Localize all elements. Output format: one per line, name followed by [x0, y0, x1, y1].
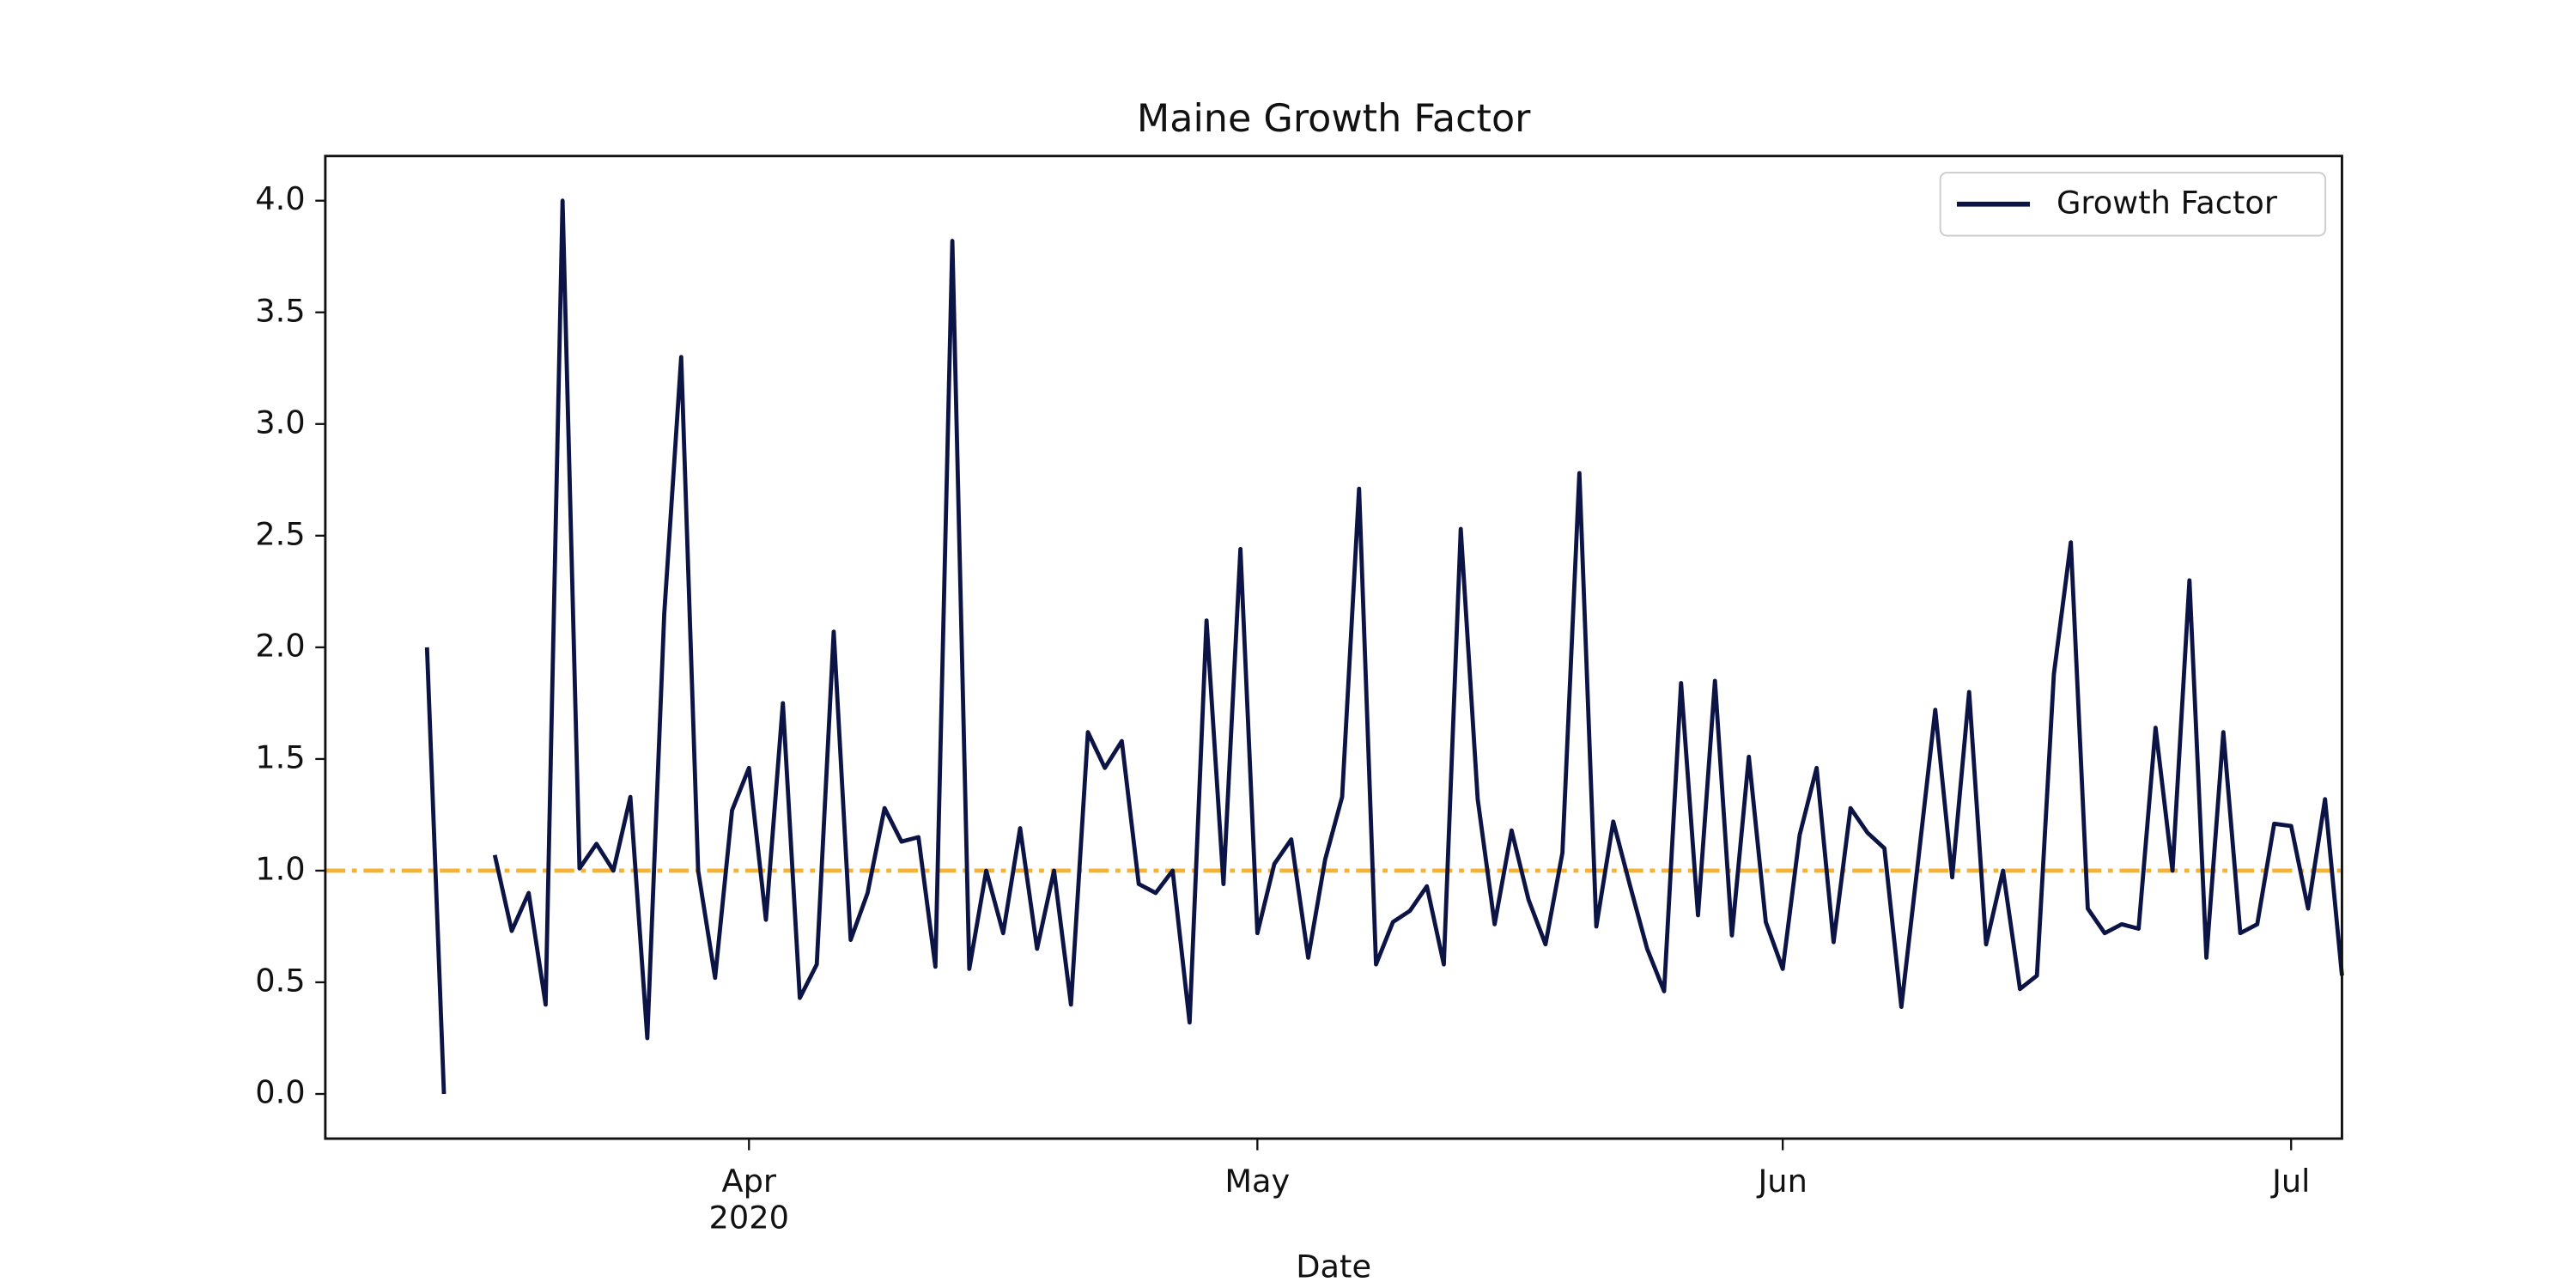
y-tick-label: 3.0 — [255, 404, 305, 440]
legend-label: Growth Factor — [2057, 184, 2278, 221]
y-tick-label: 0.0 — [255, 1074, 305, 1111]
y-tick-label: 1.5 — [255, 738, 305, 775]
x-tick-label: May — [1224, 1163, 1290, 1200]
data-line — [424, 198, 2344, 1095]
legend-box — [1939, 172, 2327, 237]
y-tick-label: 0.5 — [255, 962, 305, 999]
x-tick-label: Jul — [2270, 1163, 2310, 1200]
x-axis-label: Date — [1296, 1248, 1371, 1285]
x-tick-label: Apr 2020 — [709, 1163, 789, 1236]
y-tick-label: 4.0 — [255, 180, 305, 217]
y-tick-label: 2.0 — [255, 627, 305, 664]
y-tick-label: 1.0 — [255, 850, 305, 887]
chart-title: Maine Growth Factor — [1137, 97, 1531, 141]
plot-frame — [324, 155, 2343, 1140]
y-tick-label: 2.5 — [255, 515, 305, 552]
x-tick-label: Jun — [1756, 1163, 1807, 1200]
y-tick-label: 3.5 — [255, 292, 305, 329]
